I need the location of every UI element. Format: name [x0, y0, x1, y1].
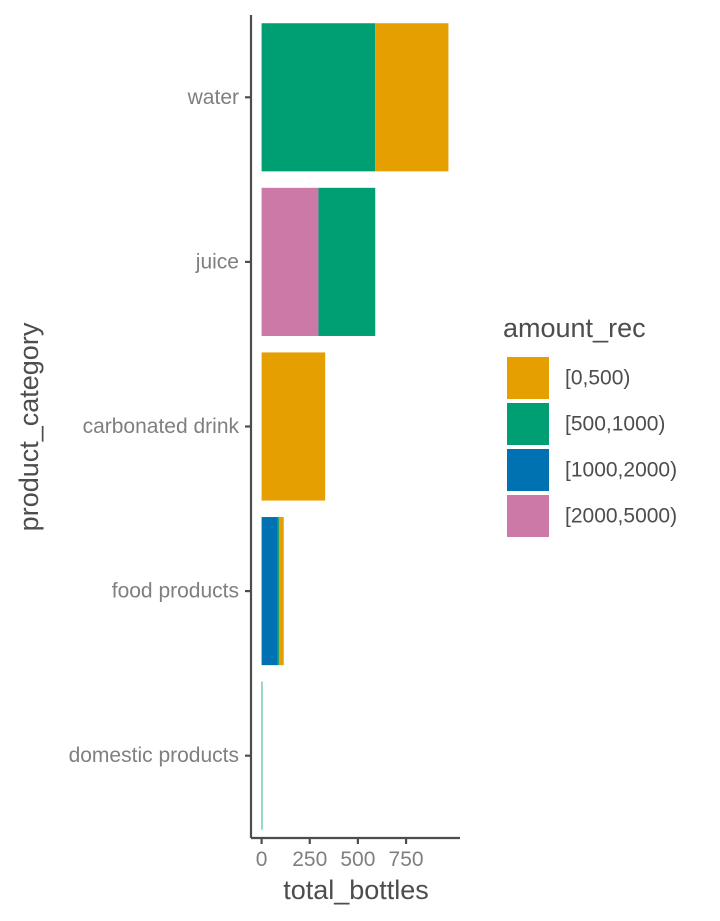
bar-domestic-products-500-1000	[261, 681, 263, 830]
bar-juice-500-1000	[318, 187, 376, 336]
legend-label-0-500: [0,500)	[565, 367, 630, 390]
x-tick-label: 750	[389, 848, 424, 871]
legend-label-2000-5000: [2000,5000)	[565, 505, 677, 528]
bar-juice-2000-5000	[261, 187, 319, 336]
y-tick-label-carbonated-drink: carbonated drink	[83, 415, 240, 438]
x-tick-label: 0	[256, 848, 268, 871]
x-axis-title: total_bottles	[283, 875, 429, 905]
bar-food-products-0-500	[278, 517, 284, 666]
legend-swatch-0-500	[507, 357, 549, 399]
legend-swatch-1000-2000	[507, 449, 549, 491]
bar-carbonated-drink-0-500	[261, 352, 326, 501]
legend-label-1000-2000: [1000,2000)	[565, 459, 677, 482]
legend: amount_rec [0,500) [500,1000) [1000,2000) […	[503, 313, 677, 537]
y-tick-label-domestic-products: domestic products	[69, 744, 239, 767]
bar-water-0-500	[375, 23, 449, 172]
x-ticks-layer: 0 250 500 750	[256, 838, 424, 871]
bar-food-products-1000-2000	[261, 517, 278, 666]
bar-food-products-500-1000	[277, 517, 279, 666]
bars-layer	[261, 23, 449, 830]
x-tick-label: 500	[340, 848, 375, 871]
legend-title: amount_rec	[503, 313, 646, 343]
bar-water-500-1000	[261, 23, 376, 172]
y-tick-label-food-products: food products	[112, 580, 239, 603]
y-axis-title: product_category	[14, 322, 44, 531]
legend-swatch-500-1000	[507, 403, 549, 445]
y-ticks-layer: water juice carbonated drink food products d…	[69, 86, 251, 767]
legend-swatch-2000-5000	[507, 495, 549, 537]
y-tick-label-juice: juice	[195, 250, 239, 273]
y-tick-label-water: water	[187, 86, 239, 109]
legend-label-500-1000: [500,1000)	[565, 413, 665, 436]
x-tick-label: 250	[292, 848, 327, 871]
